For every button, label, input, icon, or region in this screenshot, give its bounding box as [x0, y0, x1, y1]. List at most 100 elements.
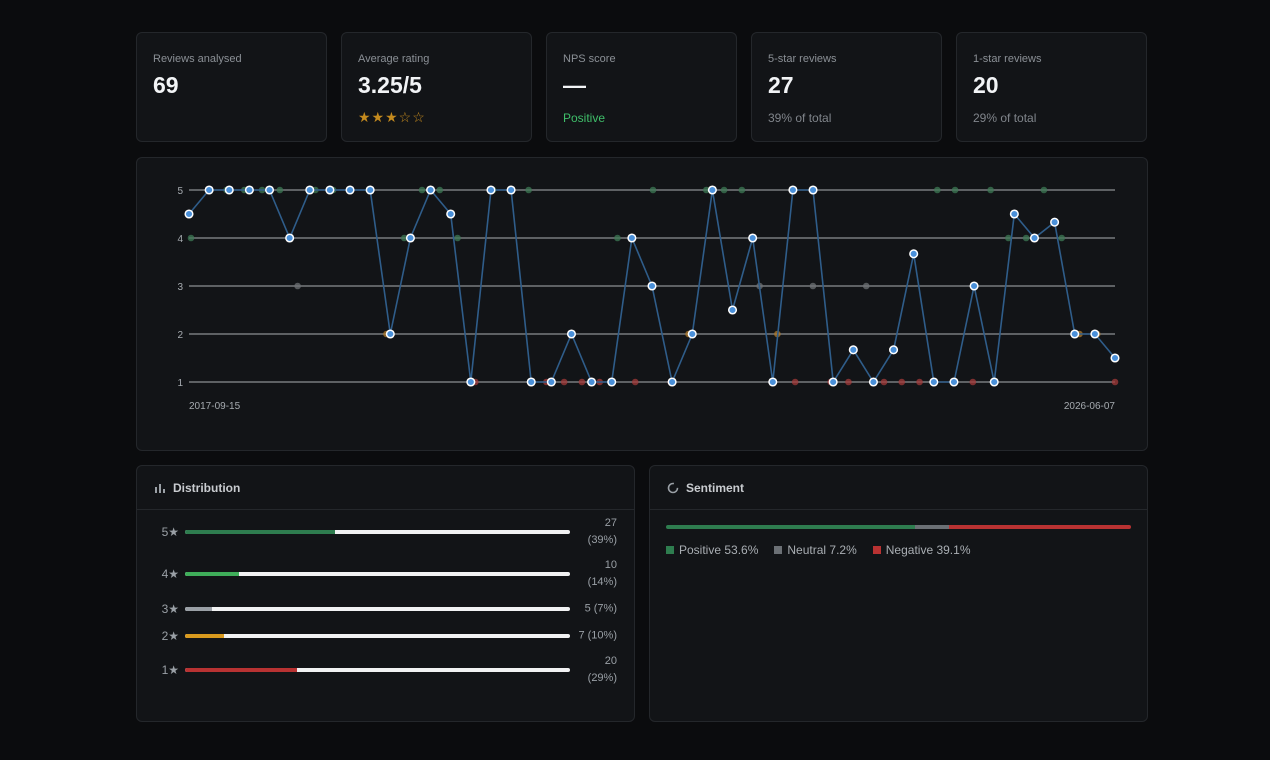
review-point: [703, 186, 710, 194]
trend-point: [788, 185, 798, 195]
stat-sub: 29% of total: [973, 111, 1037, 125]
distribution-fill: [185, 530, 336, 534]
stat-value: 27: [768, 72, 794, 98]
review-point: [1058, 234, 1065, 242]
trend-point: [868, 377, 878, 387]
trend-point: [466, 377, 476, 387]
y-tick-label: 1: [177, 378, 183, 389]
trend-point: [224, 185, 234, 195]
review-point: [649, 186, 657, 194]
count-value: 5 (7%): [584, 602, 617, 615]
distribution-track: [185, 668, 570, 672]
distribution-row: 4★ 10 (14%): [137, 559, 636, 588]
legend-label: Negative 39.1%: [885, 543, 971, 557]
legend-swatch: [666, 546, 674, 554]
sentiment-legend-item: Neutral 7.2%: [774, 543, 857, 557]
trend-point: [405, 233, 415, 243]
distribution-panel: Distribution 5★ 27 (39%) 4★ 10 (14%) 3★ 5 (7%) 2…: [136, 465, 635, 722]
stat-label: NPS score: [563, 53, 616, 65]
bar-chart-icon: [154, 482, 166, 494]
distribution-track: [185, 607, 570, 611]
distribution-fill: [185, 634, 224, 638]
review-point: [276, 186, 284, 194]
panel-title: Sentiment: [686, 480, 745, 495]
trend-point: [566, 329, 577, 339]
review-point: [578, 378, 586, 386]
stat-value: 3.25/5: [358, 72, 422, 98]
sentiment-header: Sentiment: [650, 466, 1147, 510]
panel-title: Distribution: [173, 480, 241, 495]
sentiment-segment: [915, 525, 949, 529]
review-point: [1022, 234, 1030, 242]
trend-point: [1029, 233, 1040, 243]
distribution-header: Distribution: [137, 466, 634, 510]
trend-point: [607, 377, 617, 387]
count-percent: (14%): [587, 576, 617, 588]
stat-card-reviews: Reviews analysed 69: [136, 32, 327, 142]
star-label: 2★: [161, 629, 179, 643]
trend-point: [305, 185, 315, 195]
trend-point: [949, 377, 959, 387]
trend-point: [828, 377, 838, 387]
stat-card-average-rating: Average rating 3.25/5 ★★★☆☆: [341, 32, 532, 142]
trend-point: [526, 377, 536, 387]
review-point: [418, 186, 426, 194]
count-percent: (29%): [587, 672, 617, 684]
trend-point: [808, 185, 818, 195]
stat-card-nps: NPS score — Positive: [546, 32, 737, 142]
sentiment-segment: [948, 525, 1131, 529]
review-point: [525, 186, 532, 194]
review-point: [187, 234, 195, 242]
sentiment-legend-item: Negative 39.1%: [872, 543, 971, 557]
legend-swatch: [774, 546, 783, 554]
trend-point: [486, 185, 496, 195]
count-value: 10: [604, 559, 617, 571]
distribution-track: [185, 634, 570, 638]
trend-point: [929, 377, 939, 387]
distribution-fill: [185, 572, 239, 576]
review-point: [862, 282, 870, 290]
review-point: [294, 282, 301, 290]
distribution-count: 5 (7%): [577, 601, 617, 618]
distribution-count: 10 (14%): [577, 557, 617, 591]
trend-point: [909, 249, 919, 259]
stat-card-five-star: 5-star reviews 27 39% of total: [751, 32, 942, 142]
trend-point: [989, 377, 999, 387]
review-point: [1005, 234, 1012, 242]
review-point: [880, 378, 888, 386]
distribution-row: 1★ 20 (29%): [137, 655, 636, 684]
stat-label: Average rating: [358, 53, 430, 65]
rating-timeline-chart: 5 4 3 2 1 2017-09-15 2026-06-07: [136, 157, 1148, 451]
distribution-row: 2★ 7 (10%): [137, 626, 636, 646]
trend-point: [446, 209, 456, 219]
trend-point: [1070, 329, 1080, 339]
review-point: [951, 186, 959, 194]
chart-svg: 5 4 3 2 1 2017-09-15 2026-06-07: [177, 185, 1120, 412]
trend-point: [385, 329, 395, 339]
count-value: 20: [604, 655, 617, 667]
sentiment-panel: Sentiment Positive 53.6% Neutral 7.2% Nega…: [649, 465, 1148, 722]
stat-value: 69: [153, 72, 179, 98]
trend-point: [707, 185, 717, 195]
star-label: 4★: [161, 567, 179, 581]
y-tick-label: 4: [177, 234, 183, 245]
review-point: [560, 378, 568, 386]
trend-point: [687, 329, 697, 339]
review-point: [631, 378, 639, 386]
trend-point: [184, 209, 194, 219]
trend-point: [587, 377, 597, 387]
stat-card-one-star: 1-star reviews 20 29% of total: [956, 32, 1147, 142]
trend-point: [768, 377, 778, 387]
review-point: [400, 234, 408, 242]
trend-point: [345, 185, 355, 195]
sentiment-bar: [666, 525, 1131, 529]
trend-point: [285, 233, 295, 243]
trend-point: [748, 233, 758, 243]
trend-point: [667, 377, 677, 387]
star-label: 3★: [161, 602, 179, 616]
count-value: 7 (10%): [578, 629, 617, 642]
review-point: [436, 186, 444, 194]
stat-value: —: [563, 72, 586, 98]
review-point: [934, 186, 941, 194]
trend-point: [627, 233, 637, 243]
